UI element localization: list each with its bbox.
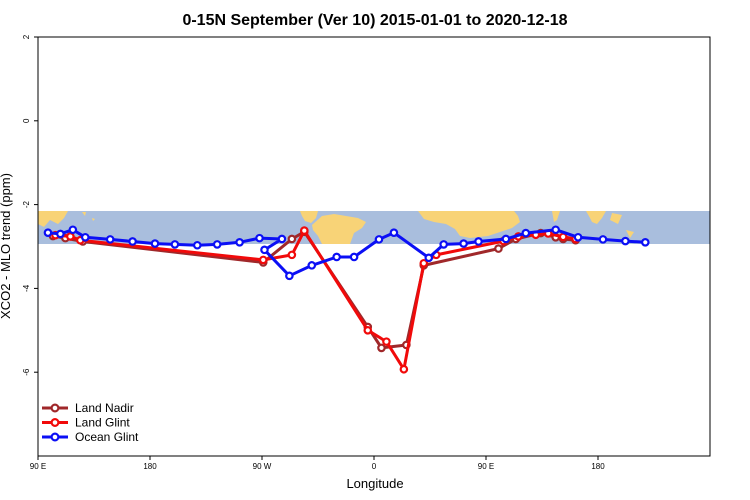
x-tick-label: 180 [143,462,157,471]
data-point [332,252,341,262]
legend-item: Ocean Glint [42,430,139,444]
data-point [551,225,560,235]
data-point [260,245,269,255]
data-point [474,237,483,246]
data-point [521,228,531,238]
data-point [377,343,386,353]
data-point [424,253,434,263]
data-point [170,240,180,249]
data-point [68,225,78,235]
data-point [374,235,384,244]
data-point [598,235,608,244]
data-point [621,236,630,246]
data-point [439,240,448,249]
legend-marker [50,432,60,442]
x-tick-label: 0 [372,462,377,471]
x-tick-label: 180 [591,462,605,471]
data-point [105,235,115,244]
data-point [573,232,583,242]
y-tick-label: 2 [22,34,31,39]
data-point [66,232,75,241]
data-point [349,252,359,262]
legend-marker [50,418,60,428]
data-point [255,233,264,243]
data-point [389,228,399,237]
data-point [399,364,409,374]
data-point [277,234,287,244]
data-point [150,239,160,248]
land-south-america [312,214,366,244]
y-tick-label: -2 [22,200,31,208]
data-point [307,261,317,270]
data-point [501,234,511,244]
data-point [382,337,391,346]
legend-label: Ocean Glint [75,430,139,444]
y-tick-label: -4 [22,284,31,292]
data-point [300,226,309,235]
series-layer [43,225,650,374]
legend-label: Land Glint [75,416,130,430]
data-point [287,234,297,244]
data-point [128,237,137,246]
land-india-tip [552,211,560,222]
chart-title: 0-15N September (Ver 10) 2015-01-01 to 2… [182,12,567,29]
data-point [363,325,373,335]
x-tick-label: 90 E [478,462,494,471]
data-point [212,240,222,249]
y-axis-label: XCO2 - MLO trend (ppm) [0,173,13,319]
data-point [640,238,650,247]
data-point [459,239,468,248]
data-point [235,238,244,247]
land-africa [418,211,520,238]
data-point [43,228,53,237]
land-central-america [300,211,318,223]
data-point [192,240,202,250]
data-point [258,255,268,265]
y-tick-label: -6 [22,368,31,376]
map-band [38,211,710,244]
x-axis-label: Longitude [346,476,403,491]
y-axis: 2 0 -2 -4 -6 [22,34,38,376]
series-land-glint [51,226,580,374]
series-ocean-glint [43,225,650,281]
legend-label: Land Nadir [75,401,134,415]
data-point [419,258,429,268]
legend-item: Land Nadir [42,401,134,415]
data-point [287,250,297,260]
data-point [558,232,568,242]
x-tick-label: 90 W [253,462,272,471]
data-point [56,229,65,239]
legend-item: Land Glint [42,416,130,430]
data-point [285,271,294,281]
data-point [494,244,503,253]
data-point [80,232,90,242]
land-southeast-asia [586,211,634,238]
x-tick-label: 90 E [30,462,46,471]
land-australia-west [38,211,68,227]
y-tick-label: 0 [22,118,31,123]
x-axis: 90 E 180 90 W 0 90 E 180 [30,456,605,471]
legend-marker [50,403,60,413]
land-pacific-islands [82,212,95,221]
